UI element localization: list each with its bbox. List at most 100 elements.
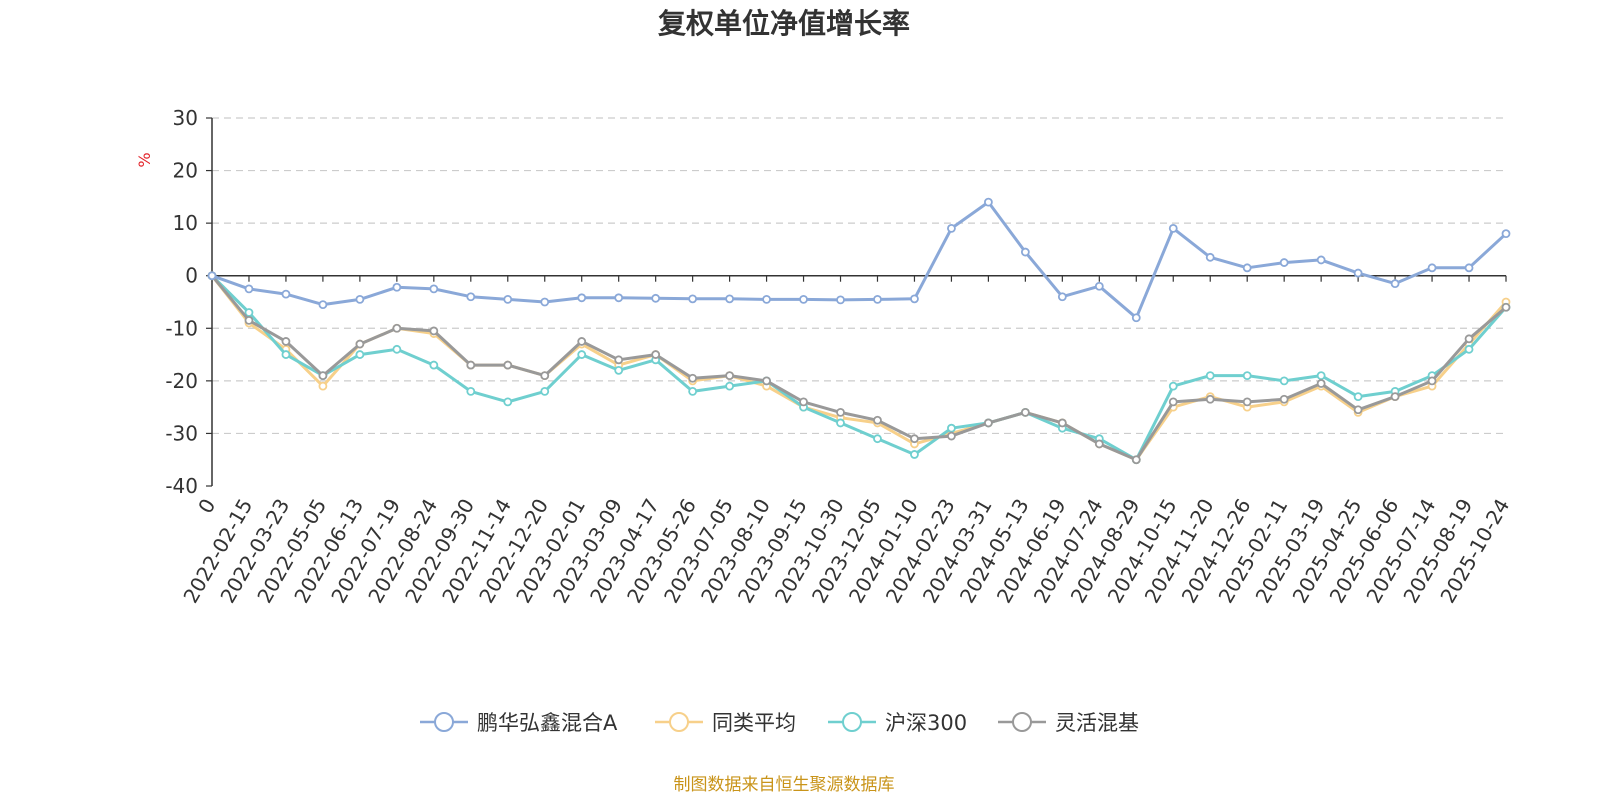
data-point	[836, 407, 845, 417]
data-point	[244, 315, 254, 325]
data-point	[1131, 313, 1141, 323]
data-point	[355, 350, 365, 359]
data-point	[873, 415, 882, 425]
y-tick-label: -40	[165, 474, 198, 498]
legend-item[interactable]: 鹏华弘鑫混合A	[420, 711, 618, 735]
data-point	[910, 294, 919, 304]
y-axis-unit-label: %	[135, 152, 154, 167]
legend-item[interactable]: 灵活混基	[998, 711, 1139, 735]
data-point	[984, 418, 993, 428]
legend: 鹏华弘鑫混合A 同类平均 沪深300 灵活混基	[420, 711, 1139, 735]
data-point	[1205, 394, 1215, 404]
data-point	[429, 360, 439, 370]
data-point	[1464, 344, 1474, 354]
data-point	[614, 365, 624, 375]
data-point	[1057, 292, 1067, 302]
legend-label: 灵活混基	[1055, 711, 1139, 735]
data-point	[799, 397, 808, 407]
data-point	[1168, 223, 1178, 233]
data-point	[614, 355, 624, 365]
data-point	[910, 450, 919, 459]
data-point	[1427, 376, 1437, 386]
data-point	[318, 371, 328, 381]
legend-item[interactable]: 同类平均	[655, 711, 796, 735]
data-point	[1094, 281, 1104, 291]
data-point	[540, 371, 550, 381]
data-point	[503, 397, 513, 407]
data-point	[244, 284, 254, 294]
data-point	[1205, 252, 1215, 262]
y-tick-label: 30	[173, 106, 198, 130]
data-point	[688, 386, 698, 396]
data-point	[1205, 371, 1215, 381]
legend-label: 鹏华弘鑫混合A	[477, 711, 618, 735]
data-point	[355, 294, 365, 304]
data-point	[873, 294, 882, 304]
series-lines	[207, 197, 1511, 465]
series-line	[211, 200, 1508, 320]
data-point	[1057, 418, 1067, 428]
data-point	[947, 223, 956, 233]
data-point	[1316, 371, 1326, 381]
data-point	[207, 271, 217, 281]
data-point	[836, 295, 845, 305]
data-point	[725, 381, 734, 391]
y-tick-label: 0	[185, 264, 198, 288]
series-line	[210, 274, 1508, 462]
legend-circle-icon	[1012, 712, 1032, 732]
legend-circle-icon	[669, 712, 689, 732]
data-point	[540, 297, 550, 307]
data-point	[318, 300, 328, 310]
data-point	[392, 282, 402, 292]
data-point	[244, 308, 254, 317]
data-point	[1464, 263, 1474, 273]
data-point	[577, 350, 587, 359]
data-point	[910, 434, 919, 444]
data-point	[1316, 379, 1326, 388]
data-point	[1427, 263, 1437, 273]
data-point	[540, 386, 550, 396]
data-point	[614, 293, 624, 303]
data-point	[1390, 392, 1400, 402]
series-group	[207, 271, 1511, 465]
data-point	[281, 350, 291, 359]
data-point	[1168, 397, 1178, 407]
x-tick-label: 0	[193, 495, 220, 518]
data-point	[503, 360, 513, 370]
data-point	[281, 289, 291, 299]
data-point	[651, 293, 661, 303]
data-point	[984, 197, 993, 207]
data-point	[1279, 258, 1289, 267]
data-point	[1242, 371, 1252, 381]
data-point	[762, 376, 771, 386]
y-tick-label: -30	[165, 421, 198, 445]
series-line	[210, 274, 1508, 462]
legend-item[interactable]: 沪深300	[828, 711, 967, 735]
data-point	[725, 371, 734, 381]
legend-circle-icon	[842, 712, 862, 732]
y-tick-label: -20	[165, 369, 198, 393]
data-point	[577, 337, 587, 346]
data-point	[1279, 376, 1289, 386]
data-point	[873, 434, 882, 444]
series-group	[207, 197, 1511, 323]
data-point	[355, 339, 365, 349]
axes: 3020100-10-20-30-4002022-02-152022-03-23…	[165, 106, 1514, 607]
data-point	[466, 360, 476, 370]
data-point	[1131, 455, 1141, 465]
data-point	[466, 386, 476, 396]
data-point	[1279, 394, 1289, 404]
data-point	[762, 294, 771, 304]
legend-circle-icon	[434, 712, 454, 732]
data-point	[503, 294, 513, 304]
data-point	[318, 381, 328, 391]
data-point	[1242, 397, 1252, 407]
data-point	[429, 326, 439, 336]
data-point	[1168, 381, 1178, 391]
y-tick-label: 20	[173, 159, 198, 183]
data-point	[688, 373, 698, 383]
y-tick-label: 10	[173, 211, 198, 235]
legend-label: 同类平均	[712, 711, 796, 735]
data-point	[1464, 334, 1474, 344]
